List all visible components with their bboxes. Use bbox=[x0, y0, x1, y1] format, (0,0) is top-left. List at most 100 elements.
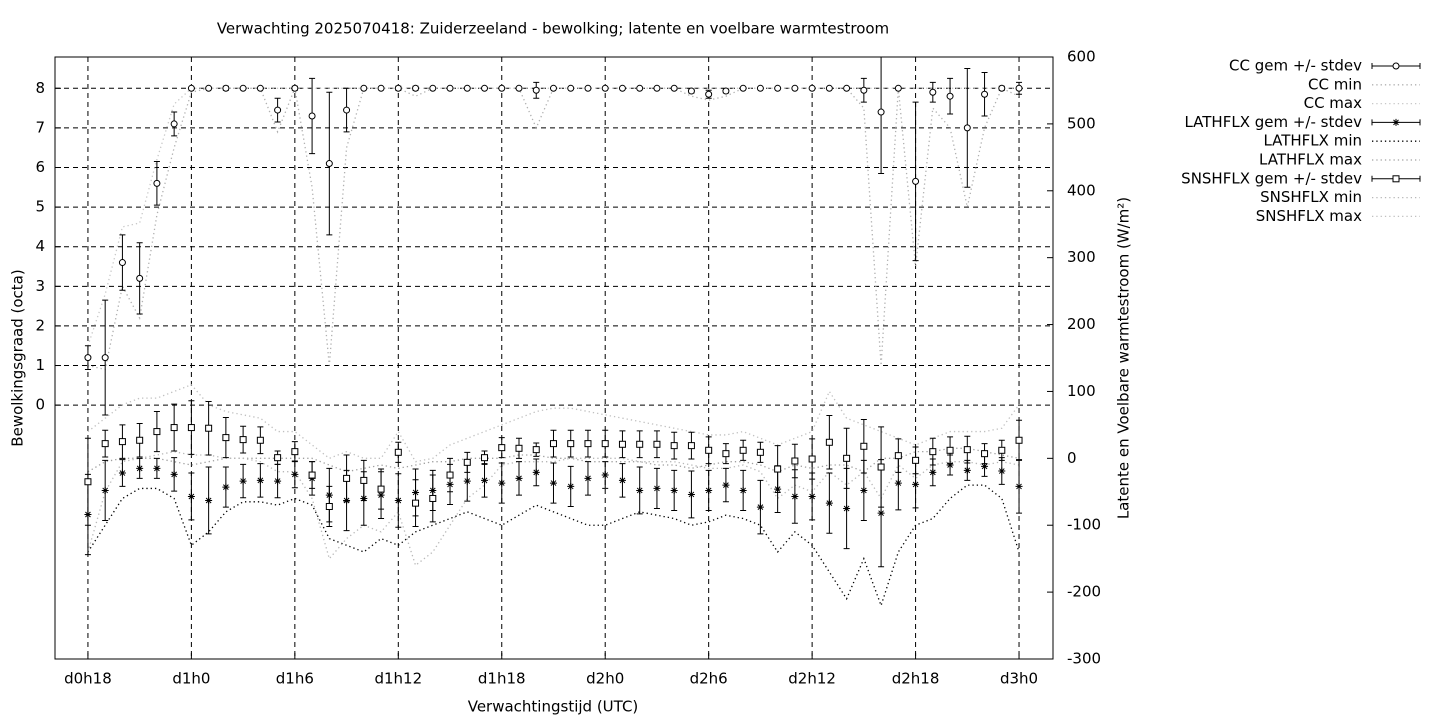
y-tick-label: 3 bbox=[35, 277, 45, 295]
marker bbox=[515, 84, 523, 92]
marker bbox=[946, 92, 954, 100]
marker bbox=[670, 486, 678, 494]
marker bbox=[998, 446, 1006, 454]
marker bbox=[291, 448, 299, 456]
marker bbox=[912, 480, 920, 488]
marker bbox=[101, 440, 109, 448]
marker bbox=[636, 440, 644, 448]
marker bbox=[274, 106, 282, 114]
marker bbox=[549, 440, 557, 448]
marker bbox=[532, 468, 540, 476]
marker bbox=[636, 486, 644, 494]
legend-label: LATHFLX min bbox=[1263, 132, 1362, 150]
marker bbox=[239, 84, 247, 92]
marker bbox=[584, 440, 592, 448]
marker bbox=[705, 446, 713, 454]
dotted-line bbox=[87, 484, 1020, 608]
marker bbox=[394, 496, 402, 504]
marker bbox=[481, 84, 489, 92]
marker bbox=[601, 84, 609, 92]
marker bbox=[618, 84, 626, 92]
marker bbox=[877, 108, 885, 116]
marker bbox=[687, 87, 695, 95]
marker bbox=[256, 84, 264, 92]
marker bbox=[808, 455, 816, 463]
legend-marker bbox=[1392, 118, 1400, 126]
marker bbox=[360, 476, 368, 484]
dotted-line bbox=[87, 87, 1020, 346]
marker bbox=[929, 448, 937, 456]
y-tick-label: 6 bbox=[35, 158, 45, 176]
x-tick-label: d2h12 bbox=[788, 670, 836, 688]
marker bbox=[118, 438, 126, 446]
y-tick-label: 2 bbox=[35, 316, 45, 334]
marker bbox=[481, 476, 489, 484]
y-tick-label: 1 bbox=[35, 356, 45, 374]
marker bbox=[981, 90, 989, 98]
marker bbox=[912, 177, 920, 185]
legend-label: CC gem +/- stdev bbox=[1229, 57, 1362, 75]
marker bbox=[929, 88, 937, 96]
marker bbox=[325, 502, 333, 510]
x-tick-label: d2h0 bbox=[586, 670, 624, 688]
marker bbox=[412, 499, 420, 507]
marker bbox=[429, 494, 437, 502]
marker bbox=[860, 486, 868, 494]
marker bbox=[774, 465, 782, 473]
y-axis-label: Bewolkingsgraad (octa) bbox=[9, 269, 27, 446]
marker bbox=[256, 436, 264, 444]
marker bbox=[136, 436, 144, 444]
marker bbox=[239, 477, 247, 485]
marker bbox=[963, 124, 971, 132]
marker bbox=[463, 477, 471, 485]
marker bbox=[825, 84, 833, 92]
marker bbox=[187, 492, 195, 500]
y2-tick-label: 500 bbox=[1067, 114, 1096, 132]
marker bbox=[843, 84, 851, 92]
marker bbox=[774, 84, 782, 92]
y-tick-label: 4 bbox=[35, 237, 45, 255]
marker bbox=[894, 479, 902, 487]
marker bbox=[394, 84, 402, 92]
y-tick-label: 0 bbox=[35, 396, 45, 414]
marker bbox=[498, 479, 506, 487]
marker bbox=[325, 160, 333, 168]
x-tick-label: d2h18 bbox=[892, 670, 940, 688]
marker bbox=[205, 496, 213, 504]
marker bbox=[601, 440, 609, 448]
y2-axis-label: Latente en Voelbare warmtestroom (W/m²) bbox=[1115, 197, 1133, 519]
x-tick-label: d2h6 bbox=[690, 670, 728, 688]
marker bbox=[1015, 84, 1023, 92]
plot-frame bbox=[54, 56, 1054, 660]
chart-title: Verwachting 2025070418: Zuiderzeeland - … bbox=[217, 20, 889, 38]
marker bbox=[170, 424, 178, 432]
marker bbox=[912, 456, 920, 464]
marker bbox=[377, 84, 385, 92]
marker bbox=[860, 86, 868, 94]
marker bbox=[981, 450, 989, 458]
marker bbox=[153, 464, 161, 472]
marker bbox=[308, 112, 316, 120]
x-tick-label: d1h0 bbox=[172, 670, 210, 688]
marker bbox=[946, 461, 954, 469]
legend-label: SNSHFLX min bbox=[1260, 188, 1362, 206]
marker bbox=[739, 84, 747, 92]
marker bbox=[291, 84, 299, 92]
marker bbox=[222, 483, 230, 491]
x-tick-label: d0h18 bbox=[64, 670, 112, 688]
marker bbox=[929, 468, 937, 476]
marker bbox=[118, 259, 126, 267]
marker bbox=[894, 84, 902, 92]
dotted-line bbox=[87, 85, 1020, 371]
legend-label: CC min bbox=[1308, 75, 1362, 93]
marker bbox=[894, 452, 902, 460]
marker bbox=[343, 106, 351, 114]
marker bbox=[118, 469, 126, 477]
marker bbox=[153, 179, 161, 187]
marker bbox=[653, 84, 661, 92]
marker bbox=[636, 84, 644, 92]
y2-tick-label: 400 bbox=[1067, 181, 1096, 199]
marker bbox=[670, 84, 678, 92]
marker bbox=[653, 484, 661, 492]
